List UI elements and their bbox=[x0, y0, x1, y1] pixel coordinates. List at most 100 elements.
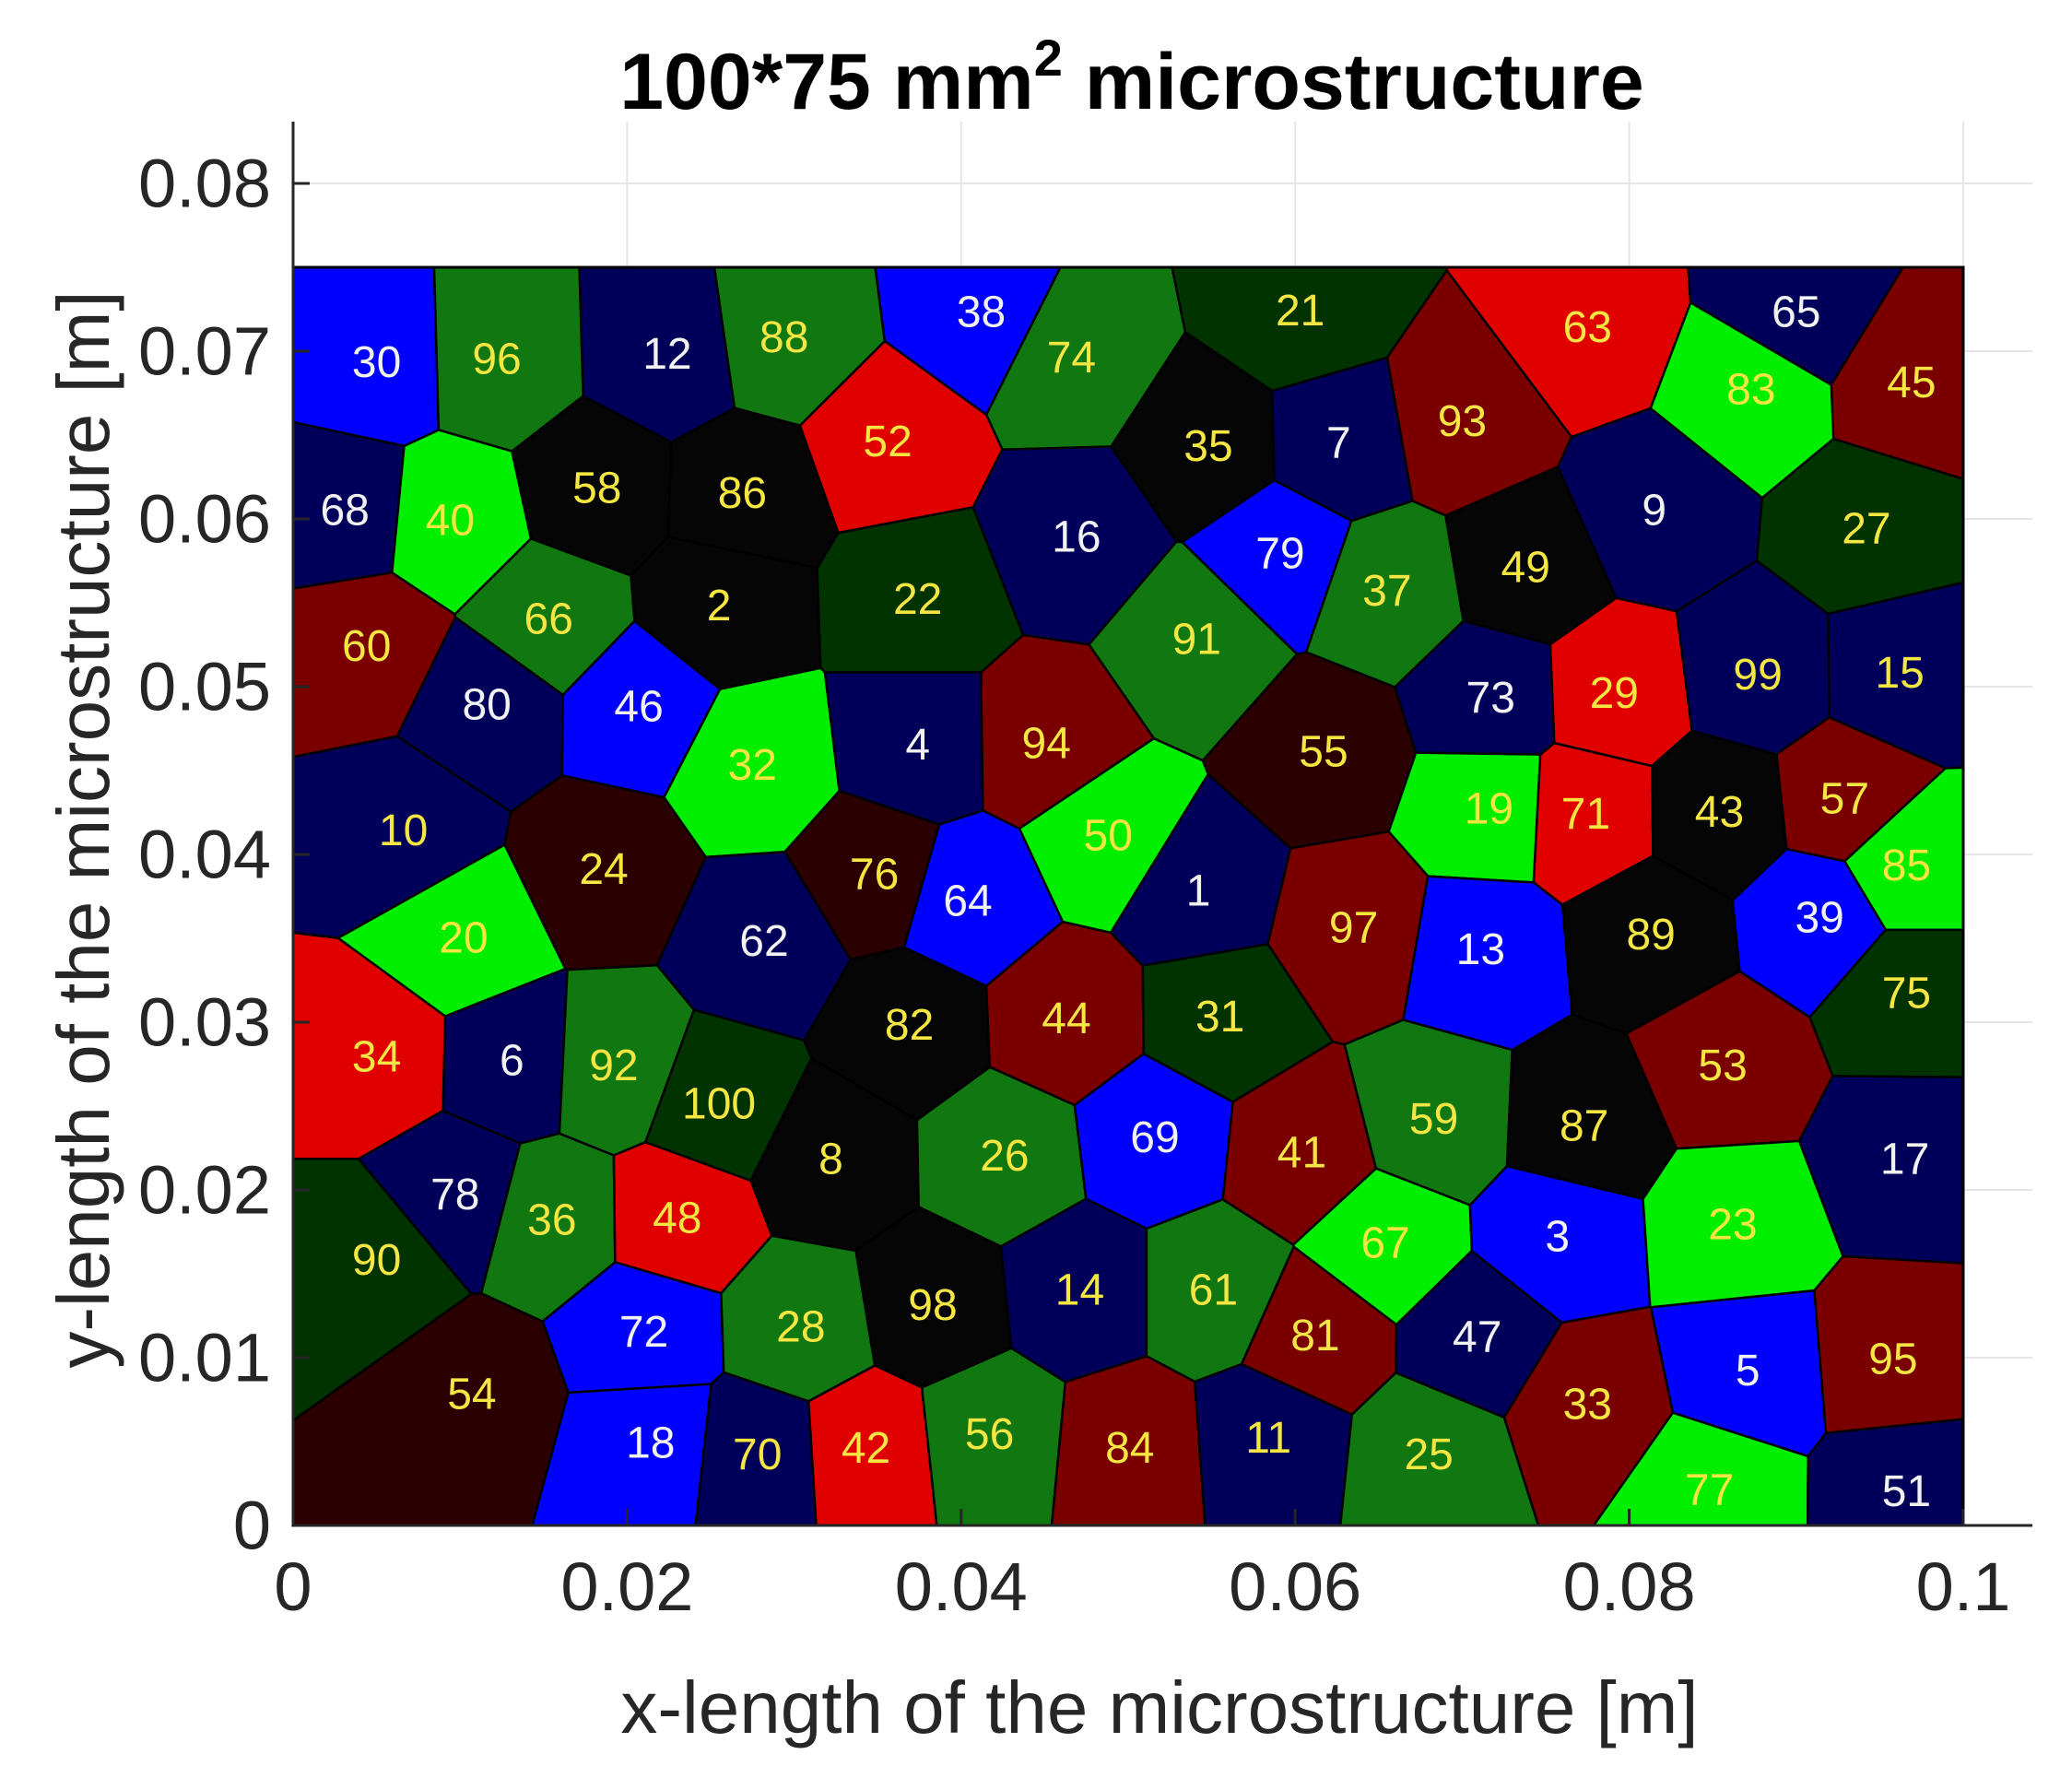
grain-label-91: 91 bbox=[1172, 616, 1221, 665]
grain-label-70: 70 bbox=[733, 1430, 782, 1479]
grain-label-14: 14 bbox=[1055, 1266, 1104, 1315]
grain-label-52: 52 bbox=[863, 418, 912, 466]
grain-label-53: 53 bbox=[1698, 1042, 1747, 1090]
grain-label-64: 64 bbox=[943, 877, 992, 925]
grain-label-12: 12 bbox=[642, 330, 691, 379]
grain-cell-95 bbox=[1813, 1254, 1963, 1435]
grain-label-75: 75 bbox=[1882, 970, 1931, 1018]
grain-label-30: 30 bbox=[352, 338, 401, 387]
grain-label-72: 72 bbox=[619, 1308, 668, 1357]
grain-label-100: 100 bbox=[682, 1080, 756, 1129]
grain-label-57: 57 bbox=[1820, 774, 1869, 823]
grain-label-84: 84 bbox=[1105, 1424, 1154, 1473]
grain-label-51: 51 bbox=[1882, 1467, 1931, 1516]
x-tick-label: 0 bbox=[274, 1548, 312, 1625]
grain-label-56: 56 bbox=[965, 1410, 1014, 1459]
grain-label-11: 11 bbox=[1245, 1414, 1291, 1463]
grain-label-32: 32 bbox=[728, 741, 777, 790]
grain-cell-83 bbox=[1649, 301, 1835, 500]
grain-label-16: 16 bbox=[1052, 513, 1101, 562]
grain-label-47: 47 bbox=[1453, 1313, 1501, 1362]
y-tick-label: 0.01 bbox=[138, 1320, 271, 1396]
y-tick-label: 0.02 bbox=[138, 1152, 271, 1229]
grain-label-31: 31 bbox=[1195, 993, 1244, 1042]
grain-label-46: 46 bbox=[614, 682, 663, 731]
grain-label-50: 50 bbox=[1084, 811, 1133, 860]
grain-label-24: 24 bbox=[579, 845, 628, 894]
grain-label-48: 48 bbox=[653, 1194, 701, 1242]
grain-label-81: 81 bbox=[1290, 1312, 1339, 1360]
grain-label-3: 3 bbox=[1545, 1212, 1570, 1261]
x-tick-label: 0.1 bbox=[1916, 1548, 2011, 1625]
grain-label-18: 18 bbox=[626, 1419, 675, 1467]
grain-label-41: 41 bbox=[1277, 1128, 1326, 1177]
chart-title-main: 100*75 mm bbox=[619, 38, 1033, 126]
grain-label-97: 97 bbox=[1329, 904, 1378, 953]
grain-label-33: 33 bbox=[1563, 1380, 1612, 1429]
grain-label-58: 58 bbox=[572, 465, 621, 513]
grain-label-95: 95 bbox=[1868, 1335, 1917, 1383]
grain-label-25: 25 bbox=[1404, 1430, 1453, 1479]
grain-label-37: 37 bbox=[1362, 567, 1411, 616]
chart-title: 100*75 mm2 microstructure bbox=[619, 29, 1643, 126]
grain-label-39: 39 bbox=[1795, 894, 1843, 943]
grain-label-59: 59 bbox=[1409, 1095, 1458, 1144]
grain-label-87: 87 bbox=[1560, 1101, 1608, 1150]
grain-label-22: 22 bbox=[893, 575, 942, 624]
grain-label-74: 74 bbox=[1047, 334, 1096, 383]
y-axis-label: y-length of the microstructure [m] bbox=[42, 290, 124, 1368]
y-tick-label: 0.06 bbox=[138, 481, 271, 558]
grain-label-29: 29 bbox=[1590, 669, 1639, 718]
grain-label-90: 90 bbox=[352, 1236, 401, 1285]
y-tick-label: 0 bbox=[233, 1488, 271, 1564]
grain-label-82: 82 bbox=[885, 1001, 934, 1050]
grain-label-13: 13 bbox=[1456, 925, 1505, 974]
grain-label-85: 85 bbox=[1882, 842, 1931, 890]
grain-cell-54 bbox=[293, 1291, 570, 1525]
y-tick-label: 0.08 bbox=[138, 146, 271, 222]
grain-label-98: 98 bbox=[908, 1281, 957, 1330]
grain-label-17: 17 bbox=[1880, 1136, 1929, 1184]
grain-label-89: 89 bbox=[1626, 911, 1675, 960]
grain-label-8: 8 bbox=[818, 1136, 843, 1184]
grain-label-67: 67 bbox=[1360, 1219, 1409, 1268]
grain-label-99: 99 bbox=[1733, 651, 1782, 700]
grain-label-23: 23 bbox=[1708, 1201, 1757, 1250]
grain-label-28: 28 bbox=[776, 1303, 825, 1352]
grain-label-44: 44 bbox=[1042, 995, 1090, 1043]
grain-label-55: 55 bbox=[1299, 727, 1348, 776]
grain-label-35: 35 bbox=[1183, 422, 1232, 471]
x-tick-label: 0.08 bbox=[1563, 1548, 1696, 1625]
grain-label-61: 61 bbox=[1189, 1266, 1238, 1315]
grain-label-68: 68 bbox=[320, 486, 369, 535]
grain-label-34: 34 bbox=[352, 1033, 401, 1082]
grain-label-6: 6 bbox=[500, 1036, 524, 1085]
grain-label-93: 93 bbox=[1438, 397, 1487, 446]
grain-label-62: 62 bbox=[739, 917, 788, 966]
grain-label-36: 36 bbox=[527, 1195, 576, 1244]
grain-label-15: 15 bbox=[1875, 649, 1924, 698]
grain-label-19: 19 bbox=[1465, 784, 1513, 833]
grain-label-4: 4 bbox=[905, 721, 930, 770]
grain-label-20: 20 bbox=[439, 914, 488, 963]
x-tick-label: 0.02 bbox=[560, 1548, 693, 1625]
y-tick-label: 0.03 bbox=[138, 984, 271, 1061]
grain-label-49: 49 bbox=[1501, 543, 1550, 592]
grain-label-2: 2 bbox=[707, 582, 732, 630]
x-axis-ticks: 0 0.02 0.04 0.06 0.08 0.1 bbox=[274, 1509, 2010, 1625]
grain-cell-51 bbox=[1806, 1418, 1963, 1525]
grain-label-40: 40 bbox=[426, 496, 475, 545]
grain-label-63: 63 bbox=[1563, 303, 1612, 352]
grain-label-43: 43 bbox=[1695, 788, 1744, 837]
grain-label-79: 79 bbox=[1255, 530, 1304, 579]
grain-label-9: 9 bbox=[1642, 486, 1666, 535]
grain-label-65: 65 bbox=[1772, 288, 1820, 337]
x-tick-label: 0.04 bbox=[895, 1548, 1028, 1625]
grain-label-1: 1 bbox=[1186, 867, 1211, 916]
grain-label-54: 54 bbox=[447, 1371, 496, 1419]
plot-axes: 30 96 12 88 3 87 4 2 1 6 3 6 54 56 8 4 0 58 8 6 52 1 63 5 7 93 98 3… bbox=[138, 122, 2032, 1625]
grain-label-88: 88 bbox=[759, 313, 808, 362]
grain-label-26: 26 bbox=[980, 1132, 1029, 1181]
grain-label-96: 96 bbox=[472, 336, 521, 384]
